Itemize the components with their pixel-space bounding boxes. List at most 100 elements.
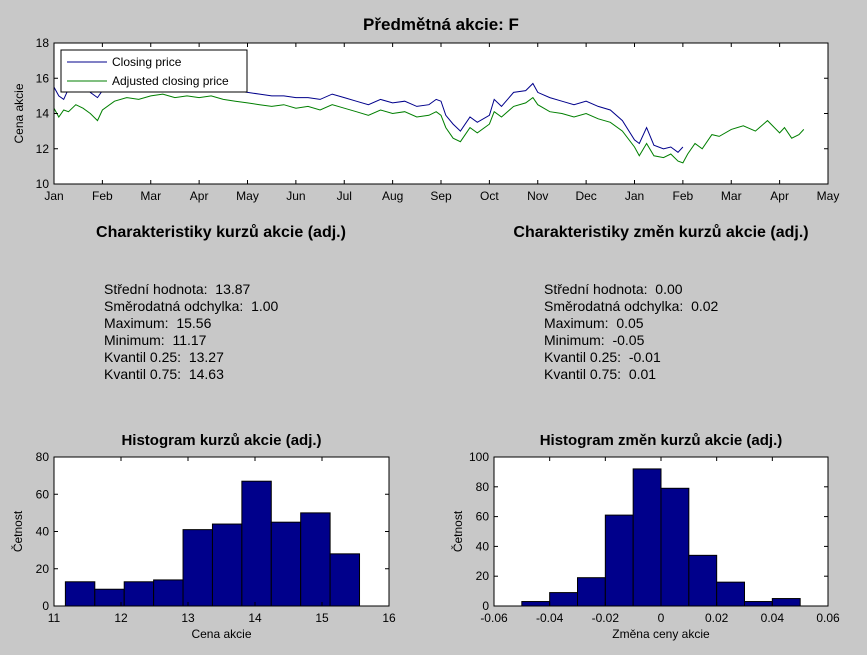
x-tick-label: Apr	[770, 189, 789, 203]
y-tick-label: 80	[36, 450, 50, 464]
x-tick-label: Aug	[382, 189, 403, 203]
x-tick-label: May	[236, 189, 259, 203]
histogram-title: Histogram změn kurzů akcie (adj.)	[540, 432, 783, 449]
x-tick-label: Mar	[140, 189, 161, 203]
x-tick-label: Dec	[575, 189, 596, 203]
legend-box	[60, 49, 248, 93]
y-tick-label: 60	[476, 510, 490, 524]
y-axis-label: Četnost	[10, 510, 25, 552]
histogram-bar	[660, 487, 690, 607]
histogram-bar	[771, 598, 801, 607]
y-axis-label: Cena akcie	[12, 83, 26, 143]
y-tick-label: 16	[36, 71, 50, 85]
x-tick-label: 11	[48, 611, 61, 625]
histogram-bar	[716, 581, 746, 607]
stat-value: 11.17	[164, 332, 207, 348]
histogram-bar	[182, 529, 213, 607]
y-tick-label: 100	[469, 450, 489, 464]
figure-title: Předmětná akcie: F	[363, 15, 519, 34]
stat-label: Kvantil 0.25:	[104, 349, 182, 365]
x-tick-label: Jun	[286, 189, 305, 203]
y-tick-label: 80	[476, 480, 490, 494]
stat-value: 0.01	[621, 366, 657, 382]
stat-label: Minimum:	[544, 332, 605, 348]
x-tick-label: 16	[382, 611, 396, 625]
x-axis-label: Změna ceny akcie	[612, 627, 710, 641]
y-tick-label: 14	[36, 107, 50, 121]
x-tick-label: -0.04	[536, 611, 564, 625]
histogram-bar	[211, 523, 243, 607]
stat-value: 15.56	[168, 315, 212, 331]
stat-label: Směrodatná odchylka:	[544, 298, 684, 314]
stat-label: Maximum:	[104, 315, 169, 331]
stat-label: Maximum:	[544, 315, 609, 331]
stat-row: Směrodatná odchylka: 0.02	[544, 298, 718, 315]
stat-row: Kvantil 0.75: 0.01	[544, 366, 718, 383]
histogram-bar	[604, 514, 634, 607]
x-tick-label: -0.02	[592, 611, 620, 625]
x-tick-label: 0.04	[761, 611, 785, 625]
stat-label: Kvantil 0.75:	[544, 366, 622, 382]
stat-row: Střední hodnota: 0.00	[544, 281, 718, 298]
y-tick-label: 40	[476, 539, 490, 553]
stat-row: Střední hodnota: 13.87	[104, 281, 278, 298]
x-tick-label: May	[817, 189, 840, 203]
x-tick-label: Apr	[190, 189, 209, 203]
price-line-chart: Jan Feb Mar Apr May Jun Jul Aug Sep Oct Nov Dec Jan F…	[12, 36, 839, 203]
stats-right-title: Charakteristiky změn kurzů akcie (adj.)	[513, 224, 809, 241]
y-tick-label: 0	[42, 599, 49, 613]
stat-value: -0.05	[604, 332, 645, 348]
stat-row: Kvantil 0.25: 13.27	[104, 349, 278, 366]
x-tick-label: Feb	[673, 189, 694, 203]
x-tick-label: 14	[248, 611, 262, 625]
histogram-bar	[577, 577, 606, 607]
histogram-bar	[270, 521, 302, 607]
x-tick-label: Feb	[92, 189, 113, 203]
stat-row: Směrodatná odchylka: 1.00	[104, 298, 278, 315]
stat-label: Minimum:	[104, 332, 165, 348]
x-tick-label: Mar	[721, 189, 742, 203]
stat-value: 0.00	[647, 281, 683, 297]
histogram-bar	[549, 592, 579, 607]
histogram-bar	[688, 554, 718, 607]
legend-label: Adjusted closing price	[112, 74, 229, 88]
y-tick-label: 40	[36, 525, 50, 539]
y-tick-label: 12	[36, 142, 50, 156]
histogram-bar	[241, 480, 272, 607]
histogram-bar	[632, 468, 662, 607]
histogram-bar	[744, 601, 773, 607]
stat-row: Maximum: 15.56	[104, 315, 278, 332]
stat-label: Směrodatná odchylka:	[104, 298, 244, 314]
legend-label: Closing price	[112, 55, 182, 69]
y-tick-label: 10	[36, 177, 50, 191]
x-tick-label: Jan	[625, 189, 644, 203]
x-tick-label: Jul	[337, 189, 352, 203]
x-tick-label: 13	[181, 611, 195, 625]
y-tick-label: 20	[476, 569, 490, 583]
stat-value: 13.27	[181, 349, 224, 365]
stat-value: 0.05	[608, 315, 644, 331]
stat-value: 1.00	[243, 298, 279, 314]
stats-right-list: Střední hodnota: 0.00 Směrodatná odchylka…	[544, 281, 718, 383]
stat-label: Kvantil 0.75:	[104, 366, 182, 382]
histogram-bar	[153, 579, 184, 607]
histogram-bar	[94, 588, 125, 607]
y-axis-label: Četnost	[450, 510, 465, 552]
x-axis-label: Cena akcie	[191, 627, 251, 641]
histogram-bar	[64, 581, 96, 607]
x-tick-label: -0.06	[480, 611, 508, 625]
series-line-adjusted-closing-price	[53, 93, 805, 164]
y-tick-label: 18	[36, 36, 50, 50]
stat-value: 13.87	[207, 281, 251, 297]
stat-row: Maximum: 0.05	[544, 315, 718, 332]
y-tick-label: 60	[36, 487, 50, 501]
x-tick-label: 12	[114, 611, 128, 625]
stat-label: Střední hodnota:	[544, 281, 648, 297]
change-histogram: -0.06 -0.04 -0.02 0 0.02 0.04 0.06 0 20 40 60 80 100…	[450, 432, 840, 641]
stat-row: Kvantil 0.25: -0.01	[544, 349, 718, 366]
stat-value: 0.02	[683, 298, 719, 314]
histogram-bar	[300, 512, 331, 607]
y-tick-label: 0	[482, 599, 489, 613]
y-tick-label: 20	[36, 562, 50, 576]
